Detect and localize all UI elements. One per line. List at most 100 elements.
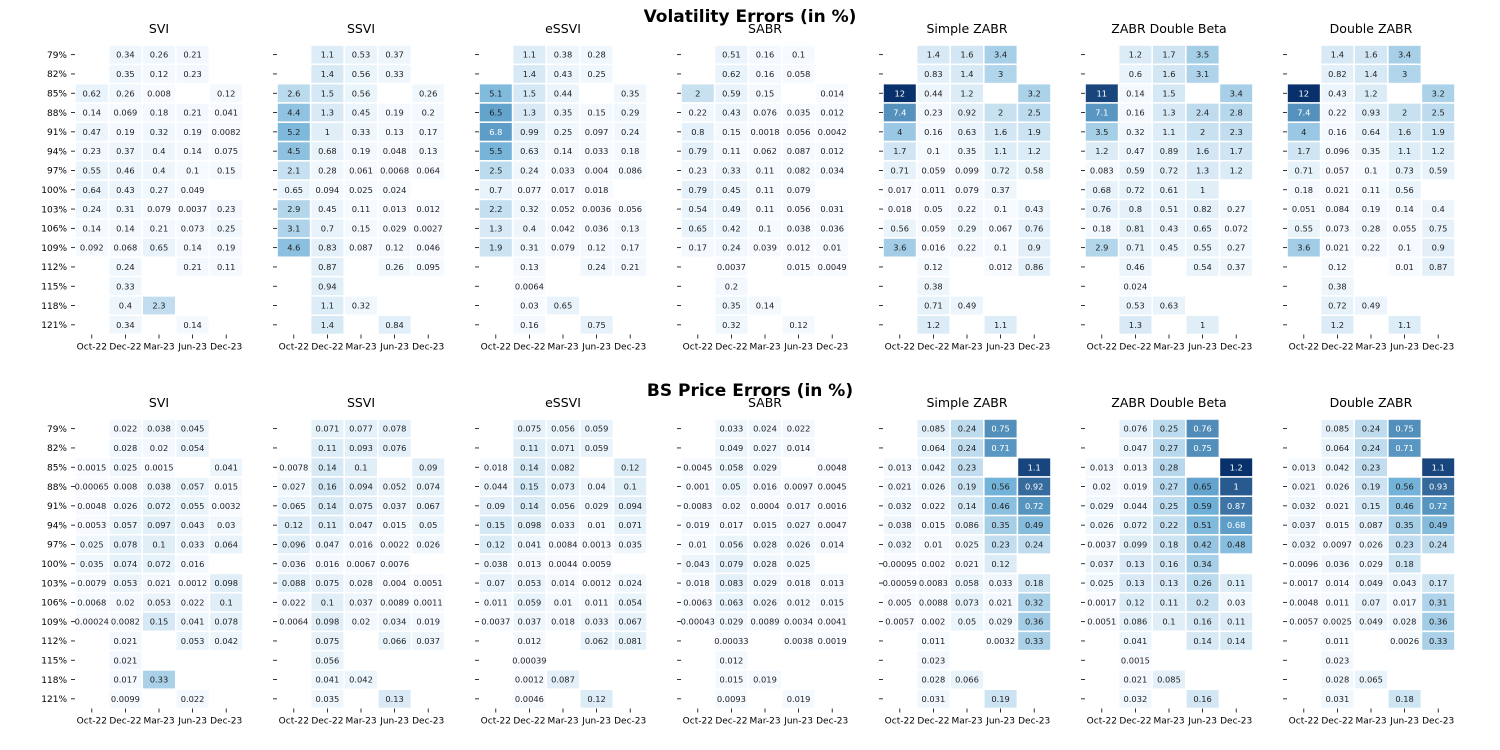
x-tick-label: Dec-22 [513, 717, 545, 727]
heatmap-cell [345, 180, 377, 199]
panel-title: SABR [748, 395, 782, 410]
y-tick-label: 106% [41, 225, 67, 235]
heatmap-cell-label: 0.021 [955, 559, 979, 569]
heatmap-cell [715, 651, 748, 670]
heatmap-cell [715, 180, 748, 199]
heatmap-cell [580, 497, 613, 515]
heatmap-cell-label: 0.0057 [885, 617, 914, 627]
heatmap-cell [479, 142, 512, 160]
heatmap-cell-label: 0.035 [316, 694, 340, 704]
heatmap-cell-label: 3.5 [1196, 50, 1209, 60]
heatmap-cell-label: 0.037 [518, 617, 542, 627]
heatmap-cell-label: 0.067 [416, 501, 440, 511]
heatmap-cell [412, 161, 445, 180]
heatmap-cell-label: 1.4 [321, 69, 334, 79]
heatmap-cell [109, 65, 142, 83]
heatmap-cell-label: 0.0032 [986, 636, 1015, 646]
heatmap-cell [311, 690, 344, 708]
heatmap-cell-label: 0.01 [587, 520, 605, 530]
heatmap-cell [143, 458, 175, 477]
heatmap-cell [984, 45, 1017, 64]
heatmap-cell [715, 65, 748, 83]
heatmap-cell [951, 45, 983, 64]
x-tick-label: Mar-23 [143, 717, 174, 727]
heatmap-cell [951, 142, 983, 160]
heatmap-cell-label: 2 [695, 88, 700, 98]
heatmap-cell [143, 477, 175, 496]
heatmap-cell [917, 219, 950, 238]
heatmap-cell-label: 0.019 [787, 694, 811, 704]
heatmap-cell [109, 690, 142, 708]
heatmap-cell-label: 0.21 [183, 108, 201, 118]
heatmap-cell [580, 142, 613, 160]
heatmap-cell-label: 0.37 [385, 50, 403, 60]
heatmap-cell-label: 0.028 [1326, 675, 1350, 685]
heatmap-cell-label: 0.0059 [582, 559, 611, 569]
heatmap-cell [345, 419, 377, 438]
x-tick-label: Dec-22 [1321, 717, 1353, 727]
heatmap-cell [681, 477, 714, 496]
heatmap-cell-label: 0.008 [147, 88, 171, 98]
heatmap-cell-label: 0.1 [994, 204, 1007, 214]
heatmap-cell-label: 0.11 [1160, 597, 1178, 607]
heatmap-cell-label: 0.19 [116, 127, 134, 137]
y-tick-label: 79% [47, 51, 67, 61]
heatmap-cell-label: 0.021 [1124, 675, 1148, 685]
heatmap-cell [547, 84, 579, 103]
heatmap-cell [1119, 180, 1152, 199]
heatmap-cell-label: 6.8 [489, 127, 502, 137]
heatmap-cell [412, 477, 445, 496]
heatmap-cell-label: 0.37 [991, 185, 1009, 195]
heatmap-cell-label: 0.16 [1126, 108, 1144, 118]
heatmap-cell-label: 0.14 [520, 501, 538, 511]
heatmap-cell-label: 0.82 [1193, 204, 1211, 214]
heatmap-cell-label: 1.5 [523, 88, 536, 98]
heatmap-cell [614, 593, 647, 612]
heatmap-cell [681, 84, 714, 103]
heatmap-cell [1018, 200, 1051, 218]
heatmap-cell-label: 0.074 [416, 482, 440, 492]
heatmap-cell [715, 439, 748, 457]
heatmap-cell [580, 516, 613, 534]
heatmap-cell-label: 0.094 [618, 501, 642, 511]
heatmap-cell-label: 0.013 [518, 559, 542, 569]
heatmap-cell-label: 0.00033 [714, 636, 748, 646]
heatmap-cell-label: 0.23 [217, 204, 235, 214]
heatmap-cell-label: 0.078 [383, 424, 407, 434]
panel-title: SVI [149, 21, 169, 36]
heatmap-cell [1321, 258, 1354, 276]
x-tick-label: Oct-22 [1289, 343, 1319, 353]
heatmap-cell [1355, 497, 1387, 515]
heatmap-cell [883, 103, 916, 122]
heatmap-cell-label: 0.0063 [683, 597, 712, 607]
heatmap-cell-label: 3.1 [1196, 69, 1209, 79]
heatmap-cell-label: 2.2 [489, 204, 502, 214]
heatmap-cell [210, 258, 243, 276]
heatmap-cell-label: 4 [1301, 127, 1306, 137]
heatmap-cell-label: 0.037 [1292, 520, 1316, 530]
heatmap-cell [951, 477, 983, 496]
heatmap-cell-label: 0.12 [385, 243, 403, 253]
heatmap-cell [1321, 477, 1354, 496]
heatmap-cell-label: 0.0027 [414, 223, 443, 233]
heatmap-cell [1186, 554, 1219, 573]
heatmap-cell-label: 0.33 [722, 165, 740, 175]
heatmap-cell-label: 0.0064 [279, 617, 308, 627]
heatmap-cell [1321, 200, 1354, 218]
x-tick-label: Jun-23 [783, 343, 813, 353]
heatmap-cell-label: 0.041 [316, 675, 340, 685]
heatmap-cell-label: 0.45 [722, 185, 740, 195]
heatmap-cell [311, 142, 344, 160]
heatmap-cell [547, 477, 579, 496]
x-tick-label: Oct-22 [1289, 717, 1319, 727]
heatmap-cell-label: 0.031 [1326, 694, 1350, 704]
heatmap-cell-label: 0.011 [922, 636, 946, 646]
heatmap-cell-label: 0.42 [1193, 539, 1211, 549]
section-title-bs-price: BS Price Errors (in %) [647, 381, 853, 401]
heatmap-cell-label: 0.1 [220, 597, 233, 607]
heatmap-cell-label: 0.097 [147, 520, 171, 530]
heatmap-cell [1085, 593, 1118, 612]
heatmap-cell-label: 0.02 [1093, 482, 1111, 492]
heatmap-cell [345, 477, 377, 496]
